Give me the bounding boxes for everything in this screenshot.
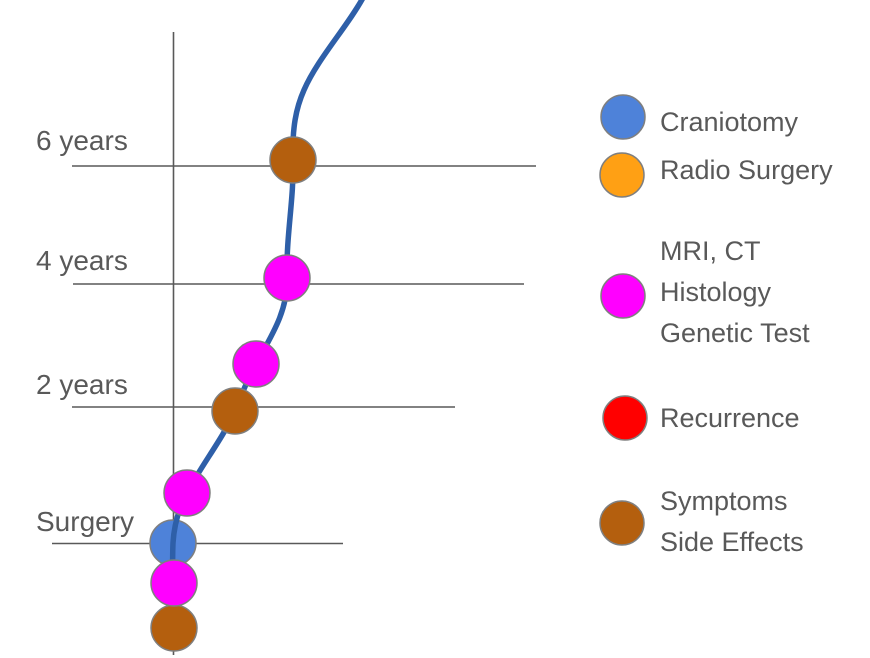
legend-swatch-symptoms xyxy=(599,500,645,546)
axis-label-4-years: 4 years xyxy=(36,245,128,276)
event-dot-diagnostics-mid xyxy=(232,340,280,388)
axis-label-2-years: 2 years xyxy=(36,369,128,400)
event-dot-diagnostics-4-years xyxy=(263,254,311,302)
legend-swatch-diagnostics xyxy=(600,273,646,319)
legend-label-diagnostics: MRI, CT Histology Genetic Test xyxy=(660,231,810,354)
event-dot-symptoms-2-years xyxy=(211,387,259,435)
legend-label-symptoms: Symptoms Side Effects xyxy=(660,481,804,563)
disease-course-curve xyxy=(169,0,365,635)
event-dot-symptoms-baseline xyxy=(150,604,198,652)
legend-label-radio-surgery: Radio Surgery xyxy=(660,155,833,185)
event-dot-diagnostics-baseline xyxy=(150,559,198,607)
event-dot-diagnostics-post-surgery xyxy=(163,469,211,517)
legend-label-diagnostics-line1: MRI, CT xyxy=(660,236,761,266)
legend-swatch-radio-surgery xyxy=(599,152,645,198)
axis-label-surgery: Surgery xyxy=(36,506,135,537)
legend-label-symptoms-line1: Symptoms xyxy=(660,486,788,516)
legend-label-craniotomy: Craniotomy xyxy=(660,107,799,137)
legend-label-symptoms-line2: Side Effects xyxy=(660,527,804,557)
legend-label-diagnostics-line3: Genetic Test xyxy=(660,318,810,348)
legend-swatch-recurrence xyxy=(602,395,648,441)
legend-label-diagnostics-line2: Histology xyxy=(660,277,772,307)
axis-label-6-years: 6 years xyxy=(36,125,128,156)
legend-swatch-craniotomy xyxy=(600,94,646,140)
event-dot-symptoms-6-years xyxy=(269,136,317,184)
legend-label-recurrence: Recurrence xyxy=(660,403,800,433)
